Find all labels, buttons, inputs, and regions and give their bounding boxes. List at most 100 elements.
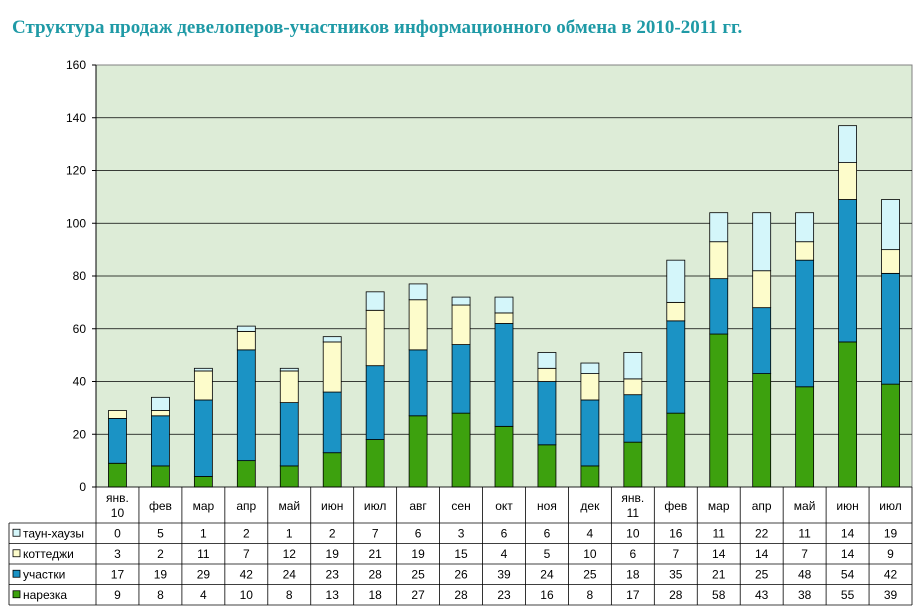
category-label: июл — [364, 499, 386, 513]
data-label: 54 — [841, 567, 855, 581]
data-label: 4 — [501, 547, 508, 561]
bar-segment-2 — [193, 399, 213, 477]
bar-segment-4 — [365, 291, 385, 311]
bar-segment-1 — [279, 465, 299, 488]
data-label: 19 — [411, 547, 425, 561]
bar-segment-3 — [108, 410, 127, 419]
legend-key-участки — [12, 569, 21, 578]
data-label: 24 — [540, 567, 554, 581]
data-label: 9 — [114, 588, 121, 602]
legend-label: нарезка — [23, 588, 67, 602]
data-label: 2 — [243, 526, 250, 540]
bar-segment-2 — [795, 259, 815, 388]
data-label: 19 — [326, 547, 340, 561]
category-label: ноя — [537, 499, 557, 513]
bar-segment-3 — [322, 341, 342, 393]
category-label: мар — [708, 499, 730, 513]
data-label: 14 — [841, 547, 855, 561]
bar-segment-4 — [580, 362, 600, 374]
bar-segment-2 — [580, 399, 600, 467]
data-label: 7 — [372, 526, 379, 540]
category-label: 10 — [111, 506, 125, 520]
bar-segment-3 — [795, 241, 815, 261]
legend-key-таун-хаузы — [12, 528, 21, 537]
bar-segment-2 — [108, 418, 127, 464]
data-label: 38 — [798, 588, 812, 602]
bar-segment-1 — [580, 465, 600, 488]
bar-segment-3 — [580, 373, 600, 401]
bar-segment-2 — [752, 307, 772, 374]
bar-segment-1 — [838, 341, 857, 488]
legend-label: таун-хаузы — [23, 526, 84, 540]
data-label: 5 — [157, 526, 164, 540]
bar-segment-4 — [838, 125, 857, 163]
data-label: 3 — [458, 526, 465, 540]
data-label: 28 — [368, 567, 382, 581]
bar-segment-2 — [151, 415, 170, 467]
bar-segment-1 — [795, 386, 815, 488]
bar-segment-3 — [279, 370, 299, 404]
bar-segment-1 — [451, 412, 471, 488]
data-label: 7 — [243, 547, 250, 561]
bar-segment-2 — [881, 272, 900, 385]
bar-segment-1 — [322, 452, 342, 488]
data-label: 23 — [497, 588, 511, 602]
legend-key-коттеджи — [12, 549, 21, 558]
bar-segment-2 — [408, 349, 428, 417]
bar-segment-3 — [408, 299, 428, 351]
y-tick-label: 160 — [66, 58, 86, 72]
legend-label: коттеджи — [23, 547, 74, 561]
data-label: 18 — [626, 567, 640, 581]
data-label: 7 — [672, 547, 679, 561]
category-label: окт — [495, 499, 513, 513]
bar-segment-1 — [494, 425, 514, 488]
bar-segment-2 — [623, 394, 643, 443]
bar-segment-2 — [279, 402, 299, 467]
data-label: 6 — [501, 526, 508, 540]
category-label: мар — [193, 499, 215, 513]
bar-segment-3 — [666, 301, 686, 322]
data-label: 6 — [629, 547, 636, 561]
bar-segment-4 — [666, 259, 686, 303]
data-label: 14 — [841, 526, 855, 540]
bar-segment-3 — [365, 309, 385, 367]
bar-segment-4 — [279, 367, 299, 372]
bar-segment-1 — [666, 412, 686, 488]
data-label: 8 — [587, 588, 594, 602]
bar-segment-2 — [365, 365, 385, 440]
bar-segment-1 — [752, 373, 772, 488]
category-label: июн — [836, 499, 858, 513]
data-label: 26 — [454, 567, 468, 581]
category-label: дек — [580, 499, 600, 513]
y-tick-label: 120 — [66, 164, 86, 178]
category-label: май — [278, 499, 300, 513]
bar-segment-4 — [537, 352, 557, 369]
bar-segment-4 — [752, 212, 772, 272]
bar-segment-3 — [236, 330, 256, 351]
bar-segment-1 — [365, 439, 385, 488]
data-label: 39 — [497, 567, 511, 581]
bar-segment-3 — [838, 162, 857, 200]
category-label: май — [794, 499, 816, 513]
y-tick-label: 40 — [73, 375, 87, 389]
y-tick-label: 80 — [73, 269, 87, 283]
data-label: 23 — [326, 567, 340, 581]
bar-segment-2 — [322, 391, 342, 454]
bar-segment-1 — [623, 441, 643, 488]
bar-segment-3 — [537, 367, 557, 382]
bar-segment-4 — [494, 296, 514, 314]
data-label: 10 — [583, 547, 597, 561]
data-label: 7 — [801, 547, 808, 561]
data-label: 1 — [200, 526, 207, 540]
bar-segment-1 — [151, 465, 170, 488]
bar-segment-4 — [322, 336, 342, 343]
data-label: 28 — [669, 588, 683, 602]
bar-segment-3 — [752, 270, 772, 309]
bar-segment-4 — [623, 352, 643, 380]
data-label: 25 — [583, 567, 597, 581]
data-label: 2 — [329, 526, 336, 540]
data-label: 29 — [197, 567, 211, 581]
data-label: 0 — [114, 526, 121, 540]
chart-title: Структура продаж девелоперов-участников … — [12, 17, 743, 38]
